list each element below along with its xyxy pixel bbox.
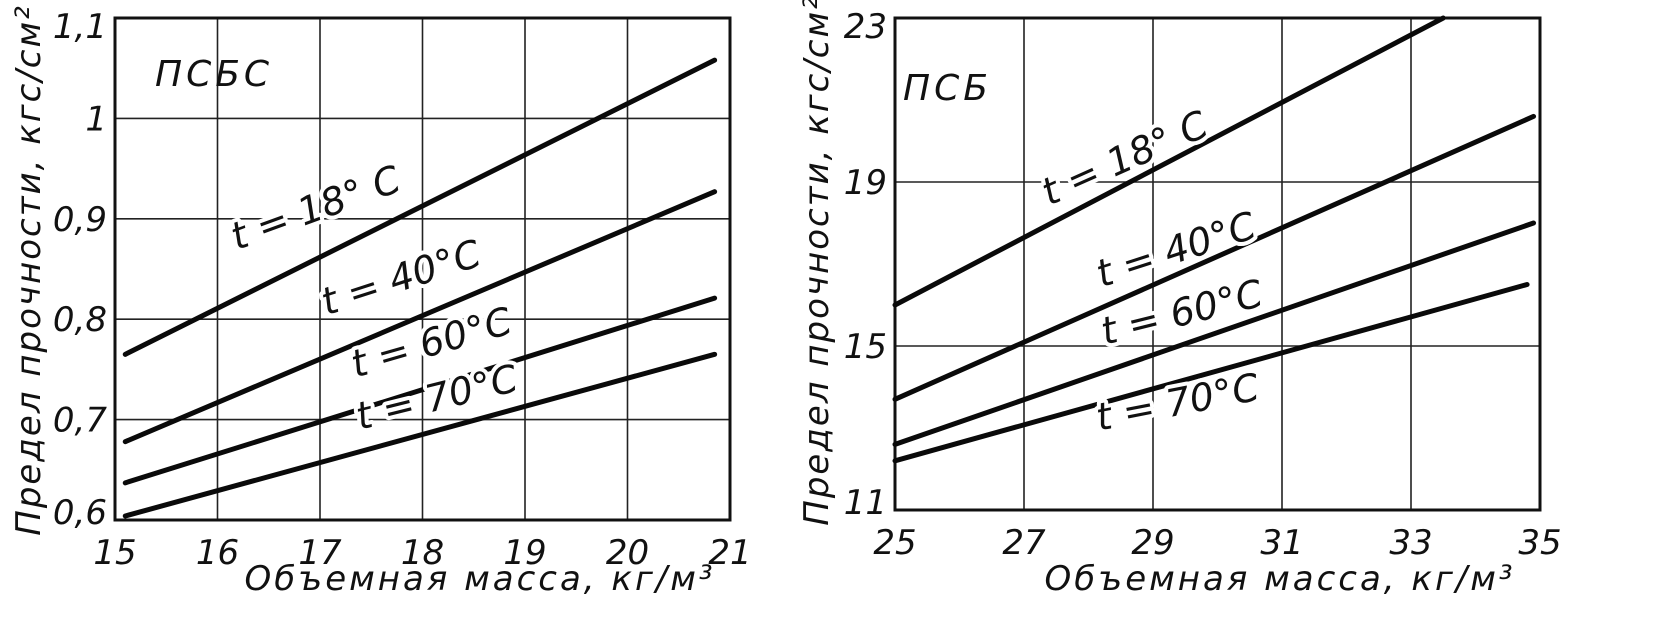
chart2-x-tick-label: 27 — [1002, 523, 1046, 563]
chart1-y-tick-label: 0,6 — [53, 493, 107, 533]
chart1-series-line — [122, 295, 718, 486]
chart2-series-label: t = 18° C — [1035, 102, 1215, 214]
chart1-series-line — [122, 351, 718, 519]
chart1-y-tick-label: 0,8 — [53, 300, 107, 340]
chart1-x-axis-title: Объемная масса, кг/м³ — [244, 559, 715, 599]
chart1-y-tick-label: 0,7 — [53, 401, 107, 441]
chart1-x-tick-label: 18 — [401, 533, 444, 573]
chart2-series-line — [892, 15, 1446, 308]
chart1-series-line — [122, 57, 718, 357]
chart2-x-tick-label: 35 — [1518, 523, 1561, 563]
chart2-x-tick-label: 33 — [1389, 523, 1432, 563]
chart1-y-axis-title: Предел прочности, кгс/см² — [9, 4, 49, 536]
chart2-series-label: t = 70°C — [1092, 365, 1263, 440]
chart1-y-tick-label: 1,1 — [53, 7, 107, 47]
chart2-plot-frame — [893, 16, 1542, 512]
chart1-x-tick-label: 16 — [196, 533, 239, 573]
chart2-x-tick-label: 25 — [873, 523, 916, 563]
chart1-x-tick-label: 19 — [503, 533, 546, 573]
chart1-x-tick-label: 15 — [93, 533, 136, 573]
chart2-y-axis-title: Предел прочности, кгс/см² — [797, 0, 837, 526]
chart1-y-tick-label: 0,9 — [53, 200, 107, 240]
chart1-y-tick-label: 1 — [85, 99, 107, 139]
chart1-x-tick-label: 17 — [298, 533, 342, 573]
chart2-x-tick-label: 29 — [1131, 523, 1174, 563]
chart2-x-tick-label: 31 — [1260, 523, 1303, 563]
chart1-plot-frame — [113, 16, 732, 522]
chart1-x-tick-label: 21 — [708, 533, 751, 573]
chart2-series-line — [892, 220, 1537, 447]
chart1-series-line — [122, 189, 718, 445]
chart2-panel-label: ПСБ — [903, 68, 992, 109]
chart2-series-line — [892, 113, 1537, 402]
chart2-y-tick-label: 11 — [844, 483, 887, 523]
chart1-series-label: t = 18° C — [225, 157, 407, 259]
chart2-y-tick-label: 23 — [844, 7, 887, 47]
chart1-x-tick-label: 20 — [606, 533, 649, 573]
chart2-series-line — [892, 282, 1530, 464]
chart2-y-tick-label: 19 — [844, 163, 887, 203]
chart2-y-tick-label: 15 — [844, 327, 887, 367]
chart1-panel-label: ПСБС — [155, 54, 273, 95]
chart2-x-axis-title: Объемная масса, кг/м³ — [1044, 559, 1515, 599]
